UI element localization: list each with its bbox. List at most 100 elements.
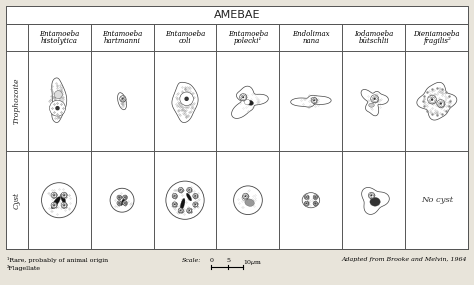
- Ellipse shape: [370, 198, 380, 206]
- Circle shape: [184, 97, 189, 101]
- Circle shape: [374, 98, 376, 100]
- Text: Endolimax: Endolimax: [292, 30, 330, 38]
- Text: Entamoeba: Entamoeba: [228, 30, 268, 38]
- Circle shape: [166, 181, 204, 219]
- Circle shape: [178, 208, 183, 213]
- Polygon shape: [291, 95, 331, 107]
- Text: AMEBAE: AMEBAE: [214, 10, 260, 20]
- Circle shape: [368, 192, 374, 199]
- Circle shape: [124, 197, 126, 198]
- Polygon shape: [362, 188, 389, 214]
- Text: 5: 5: [227, 258, 230, 263]
- Circle shape: [193, 194, 198, 198]
- Circle shape: [193, 202, 198, 207]
- Circle shape: [187, 208, 192, 213]
- Circle shape: [245, 196, 246, 197]
- Text: Entamoeba: Entamoeba: [102, 30, 142, 38]
- Text: Adapted from Brooke and Melvin, 1964: Adapted from Brooke and Melvin, 1964: [342, 257, 467, 262]
- Text: Trophozoite: Trophozoite: [13, 78, 21, 125]
- Bar: [6, 6, 468, 24]
- Circle shape: [61, 202, 67, 208]
- Circle shape: [245, 99, 250, 105]
- Circle shape: [313, 201, 318, 205]
- Circle shape: [55, 91, 62, 99]
- Circle shape: [61, 192, 67, 198]
- Ellipse shape: [369, 103, 374, 107]
- Polygon shape: [361, 89, 388, 116]
- Circle shape: [189, 189, 190, 191]
- Circle shape: [123, 195, 127, 200]
- Circle shape: [63, 204, 65, 206]
- Text: Dieniamoeba: Dieniamoeba: [414, 30, 460, 38]
- Ellipse shape: [245, 199, 254, 206]
- Ellipse shape: [302, 193, 319, 208]
- Circle shape: [122, 98, 124, 100]
- Circle shape: [242, 96, 244, 98]
- Polygon shape: [52, 78, 67, 123]
- Circle shape: [234, 186, 262, 215]
- Circle shape: [437, 100, 445, 107]
- Circle shape: [431, 98, 433, 101]
- Circle shape: [124, 202, 126, 204]
- Circle shape: [123, 201, 127, 205]
- Circle shape: [304, 201, 309, 205]
- Text: 10$\mu$m: 10$\mu$m: [243, 258, 263, 267]
- Text: 0: 0: [210, 258, 213, 263]
- Circle shape: [180, 210, 182, 211]
- Circle shape: [174, 204, 175, 205]
- Polygon shape: [417, 82, 457, 120]
- Circle shape: [49, 100, 65, 116]
- Circle shape: [42, 183, 77, 218]
- Circle shape: [306, 196, 307, 198]
- Text: Scale:: Scale:: [182, 258, 201, 263]
- Text: Iodamoeba: Iodamoeba: [354, 30, 393, 38]
- Ellipse shape: [118, 93, 127, 110]
- Text: polecki¹: polecki¹: [234, 38, 262, 46]
- Circle shape: [313, 99, 315, 101]
- Text: ¹Rare, probably of animal origin: ¹Rare, probably of animal origin: [7, 257, 108, 263]
- Circle shape: [371, 195, 373, 196]
- Circle shape: [110, 188, 134, 212]
- Text: No cyst: No cyst: [421, 196, 453, 204]
- Circle shape: [315, 196, 316, 198]
- Text: Entamoeba: Entamoeba: [165, 30, 205, 38]
- Circle shape: [63, 194, 65, 196]
- Text: histolytica: histolytica: [41, 38, 78, 46]
- Text: fragilis²: fragilis²: [423, 38, 451, 46]
- Text: hartmanni: hartmanni: [104, 38, 140, 46]
- Circle shape: [180, 189, 182, 191]
- Circle shape: [118, 202, 120, 204]
- Circle shape: [239, 94, 247, 101]
- Circle shape: [195, 195, 196, 197]
- Polygon shape: [172, 82, 198, 123]
- Circle shape: [118, 197, 120, 198]
- Circle shape: [117, 201, 121, 205]
- Circle shape: [428, 95, 437, 104]
- Text: bütschlii: bütschlii: [358, 38, 389, 46]
- Circle shape: [371, 95, 379, 103]
- Circle shape: [55, 106, 60, 110]
- Text: coli: coli: [179, 38, 191, 46]
- Circle shape: [311, 97, 317, 103]
- Circle shape: [117, 195, 121, 200]
- Circle shape: [440, 103, 442, 105]
- Ellipse shape: [51, 197, 60, 209]
- Text: nana: nana: [302, 38, 319, 46]
- Circle shape: [172, 194, 177, 198]
- Ellipse shape: [180, 198, 185, 210]
- Circle shape: [174, 195, 175, 197]
- Circle shape: [178, 187, 183, 192]
- Polygon shape: [232, 86, 268, 119]
- Bar: [6, 6, 468, 249]
- Circle shape: [51, 202, 57, 208]
- Circle shape: [189, 210, 190, 211]
- Circle shape: [187, 187, 192, 192]
- Text: Cyst: Cyst: [13, 192, 21, 209]
- Circle shape: [243, 193, 248, 199]
- Circle shape: [53, 204, 55, 206]
- Circle shape: [53, 194, 55, 196]
- Circle shape: [172, 202, 177, 207]
- Ellipse shape: [186, 193, 191, 201]
- Circle shape: [119, 96, 126, 102]
- Ellipse shape: [247, 100, 254, 105]
